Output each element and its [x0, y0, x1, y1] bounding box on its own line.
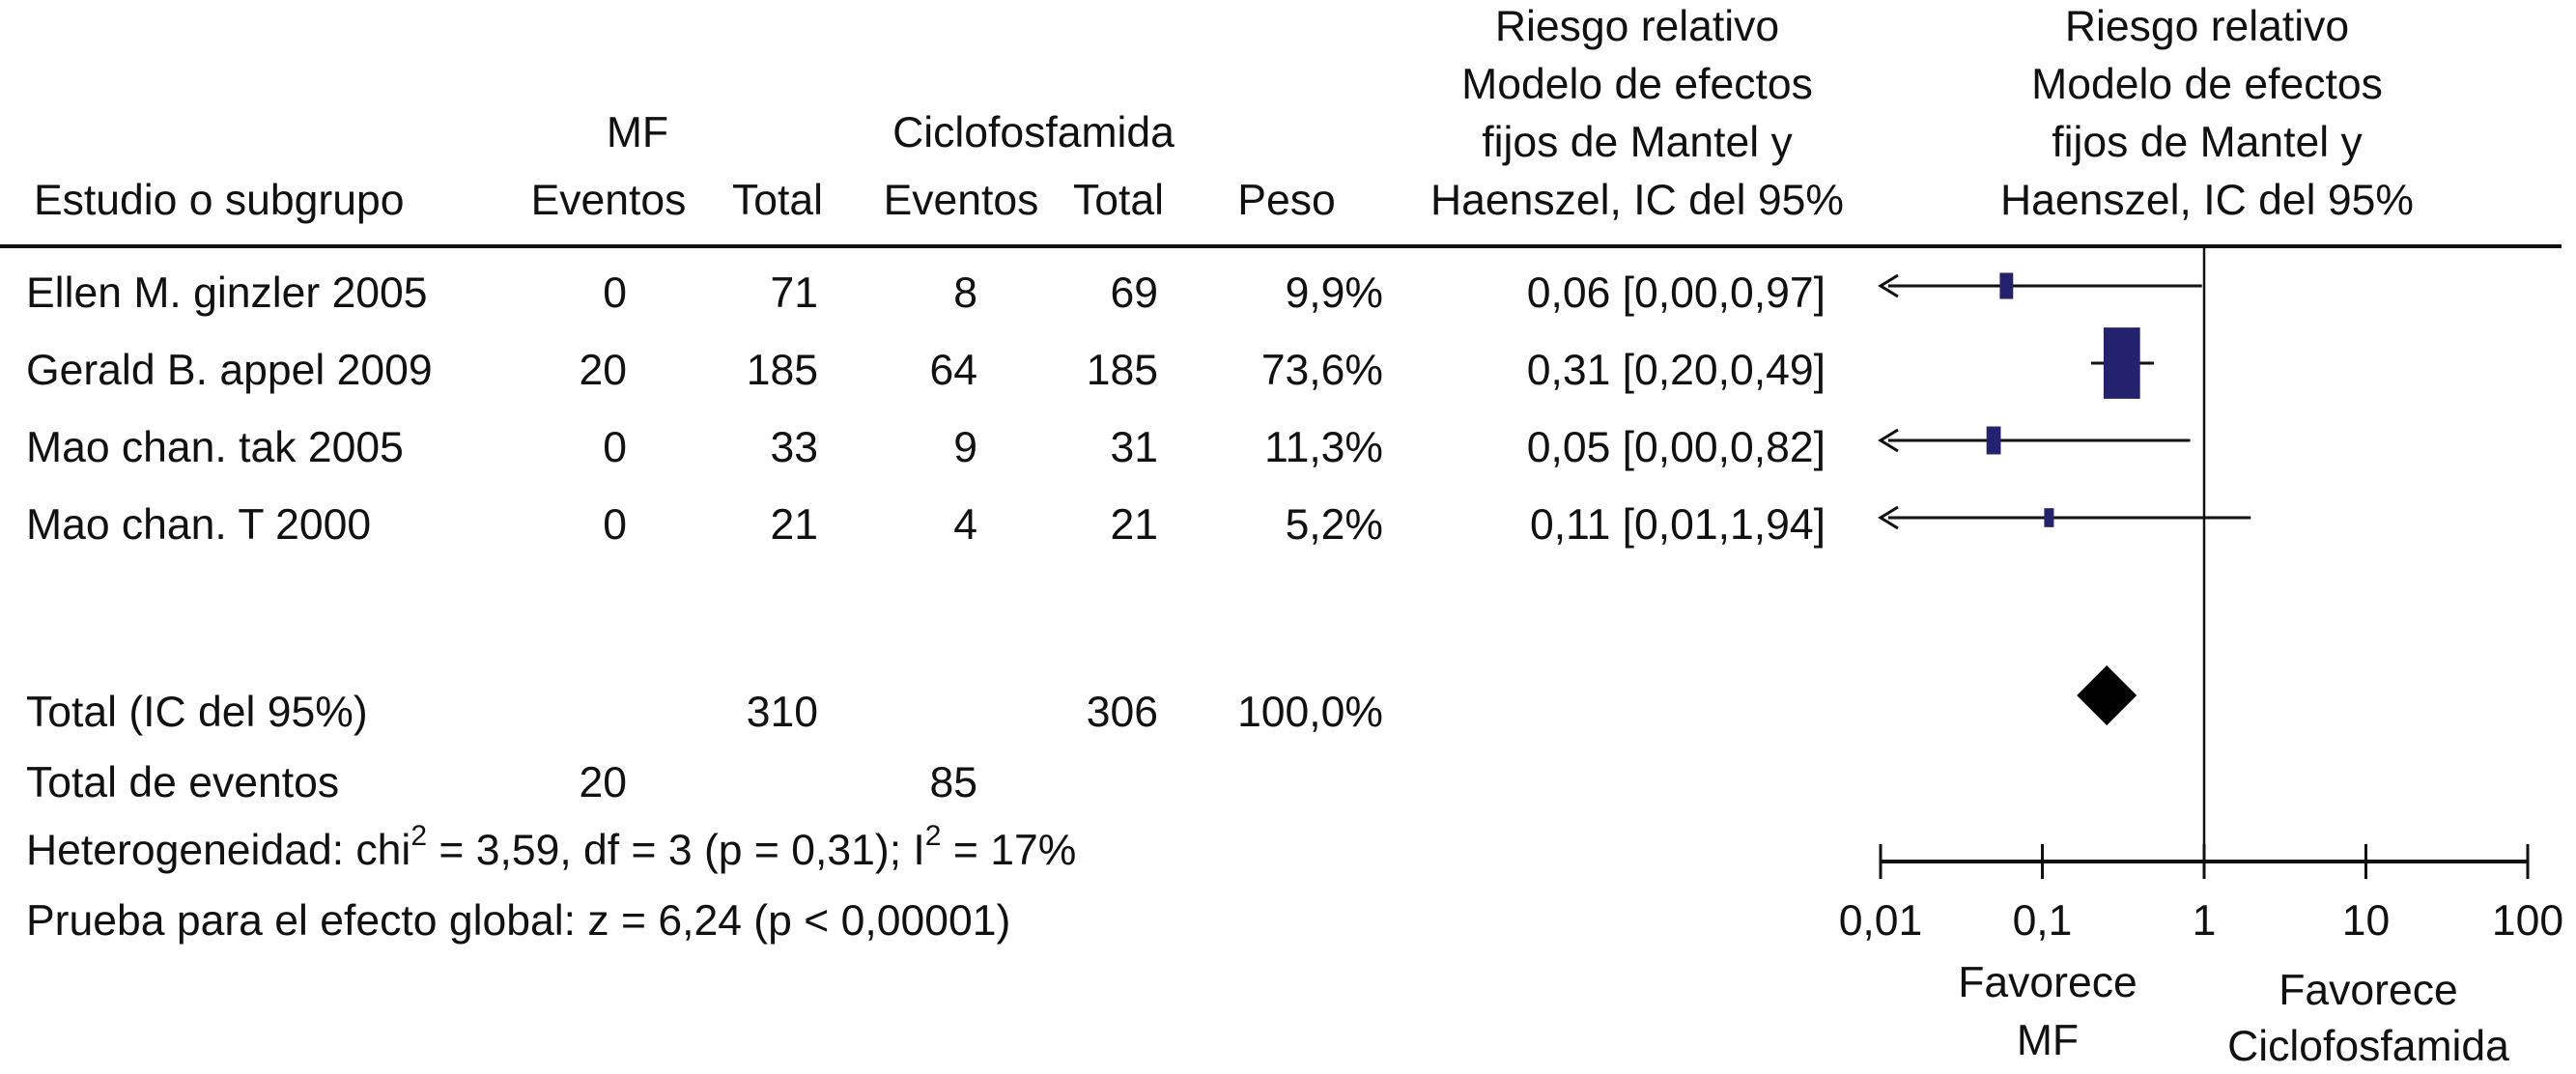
total-cyc: 306 [1087, 689, 1158, 736]
header-rr-plot-line2: Modelo de efectos [2031, 61, 2383, 108]
cyc-total-value: 69 [1111, 269, 1159, 317]
cyc-total-value: 21 [1111, 501, 1159, 549]
total-row: Total (IC del 95%) 310 306 100,0% [26, 689, 1383, 736]
mf-total-value: 33 [771, 424, 819, 471]
cyc-events-value: 4 [953, 501, 977, 549]
rr-ci-value: 0,06 [0,00,0,97] [1527, 269, 1826, 317]
rr-ci-value: 0,11 [0,01,1,94] [1530, 501, 1826, 549]
header-mf-events: Eventos [531, 177, 687, 224]
axis-tick-label: 1 [2193, 897, 2217, 945]
weight-value: 5,2% [1286, 501, 1383, 549]
effect-box [2044, 508, 2054, 527]
weight-value: 9,9% [1286, 269, 1383, 317]
header-rr-plot-line3: fijos de Mantel y [2052, 119, 2363, 166]
total-events-mf: 20 [580, 759, 628, 806]
study-rows: Ellen M. ginzler 2005 0 71 8 69 9,9% 0,0… [26, 269, 1826, 549]
table-row: Mao chan. tak 2005 0 33 9 31 11,3% 0,05 … [26, 424, 1826, 471]
table-row: Mao chan. T 2000 0 21 4 21 5,2% 0,11 [0,… [26, 501, 1826, 549]
mf-events-value: 0 [603, 269, 627, 317]
mf-total-value: 185 [747, 347, 818, 394]
header-mf-group: MF [607, 109, 668, 156]
cyc-total-value: 185 [1087, 347, 1158, 394]
study-name: Mao chan. tak 2005 [26, 424, 404, 471]
header-rr-plot-line1: Riesgo relativo [2065, 3, 2349, 50]
total-events-row: Total de eventos 20 85 [26, 759, 977, 806]
cyc-total-value: 31 [1111, 424, 1159, 471]
weight-value: 11,3% [1264, 424, 1383, 471]
x-axis: 0,01 0,1 1 10 100 [1839, 844, 2563, 945]
effect-box [1999, 272, 2014, 299]
header-cyc-events: Eventos [884, 177, 1039, 224]
favours-left-line2: MF [2017, 1017, 2079, 1064]
plot-area: 0,01 0,1 1 10 100 [1839, 246, 2563, 945]
rr-ci-value: 0,31 [0,20,0,49] [1527, 347, 1826, 394]
header-rr-table-line4: Haenszel, IC del 95% [1430, 177, 1844, 224]
header-weight: Peso [1237, 177, 1335, 224]
overall-effect-text: Prueba para el efecto global: z = 6,24 (… [26, 897, 1010, 945]
total-events-cyc: 85 [930, 759, 978, 806]
mf-total-value: 21 [771, 501, 819, 549]
favours-left-line1: Favorece [1958, 959, 2137, 1006]
favours-right-line1: Favorece [2279, 967, 2458, 1014]
ci-arrow [1878, 428, 1899, 453]
header-rr-plot-line4: Haenszel, IC del 95% [2000, 177, 2414, 224]
axis-tick-label: 0,01 [1839, 897, 1923, 945]
total-diamond [2077, 665, 2137, 725]
study-name: Ellen M. ginzler 2005 [26, 269, 428, 317]
favours-right-line2: Ciclofosfamida [2227, 1023, 2509, 1070]
total-mf: 310 [747, 689, 818, 736]
ci-arrow [1878, 273, 1899, 298]
confidence-intervals [1878, 272, 2251, 725]
mf-events-value: 0 [603, 424, 627, 471]
total-weight: 100,0% [1237, 689, 1383, 736]
cyc-events-value: 64 [930, 347, 978, 394]
axis-tick-label: 10 [2342, 897, 2391, 945]
header-rr-table-line1: Riesgo relativo [1495, 3, 1779, 50]
weight-value: 73,6% [1261, 347, 1383, 394]
ci-arrow [1878, 505, 1899, 530]
study-name: Gerald B. appel 2009 [26, 347, 433, 394]
mf-events-value: 20 [580, 347, 628, 394]
mf-events-value: 0 [603, 501, 627, 549]
effect-box [1986, 426, 2001, 455]
effect-box [2103, 327, 2140, 399]
total-events-label: Total de eventos [26, 759, 339, 806]
study-name: Mao chan. T 2000 [26, 501, 371, 549]
header-mf-total: Total [732, 177, 823, 224]
header-study: Estudio o subgrupo [34, 177, 404, 224]
table-header: Estudio o subgrupo MF Eventos Total Cicl… [34, 3, 2414, 224]
heterogeneity-text: Heterogeneidad: chi2 = 3,59, df = 3 (p =… [26, 820, 1076, 874]
header-rr-table-line3: fijos de Mantel y [1482, 119, 1793, 166]
header-rr-table-line2: Modelo de efectos [1461, 61, 1813, 108]
cyc-events-value: 8 [953, 269, 977, 317]
rr-ci-value: 0,05 [0,00,0,82] [1527, 424, 1826, 471]
header-cyc-total: Total [1073, 177, 1164, 224]
axis-tick-label: 100 [2492, 897, 2563, 945]
mf-total-value: 71 [771, 269, 819, 317]
header-cyc-group: Ciclofosfamida [892, 109, 1175, 156]
total-label: Total (IC del 95%) [26, 689, 368, 736]
table-row: Gerald B. appel 2009 20 185 64 185 73,6%… [26, 347, 1826, 394]
table-row: Ellen M. ginzler 2005 0 71 8 69 9,9% 0,0… [26, 269, 1826, 317]
cyc-events-value: 9 [953, 424, 977, 471]
axis-tick-label: 0,1 [2013, 897, 2073, 945]
